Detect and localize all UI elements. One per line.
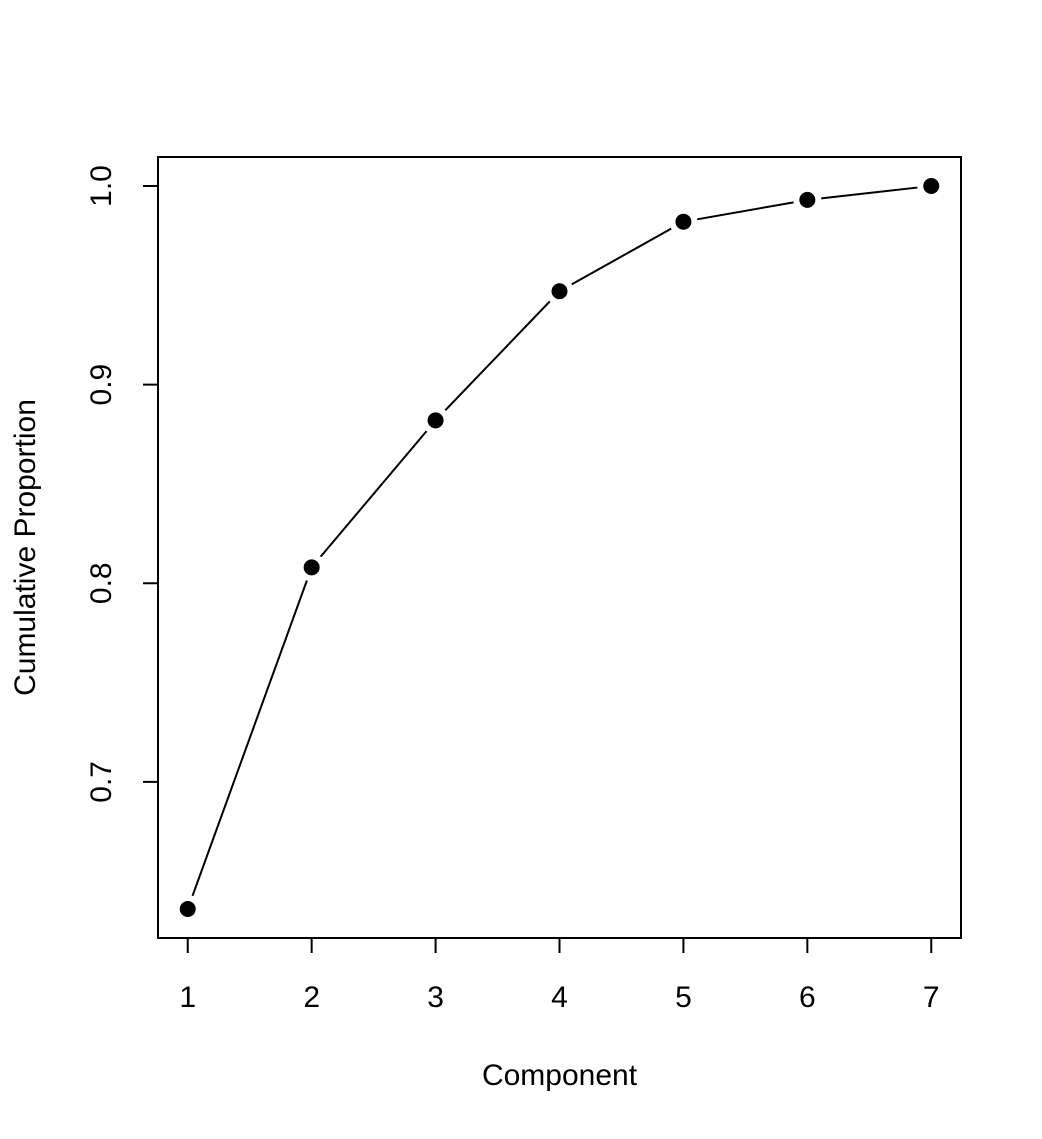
line-segment <box>821 186 918 200</box>
data-point <box>303 559 320 576</box>
x-tick-label: 6 <box>799 981 816 1014</box>
y-tick-label: 0.8 <box>85 562 118 604</box>
x-tick-label: 1 <box>179 981 196 1014</box>
x-tick-label: 2 <box>303 981 320 1014</box>
y-axis-title: Cumulative Proportion <box>9 399 42 696</box>
y-axis: 0.7 0.8 0.9 1.0 <box>85 165 159 803</box>
data-point <box>923 177 940 194</box>
data-point <box>799 191 816 208</box>
line-series <box>191 186 918 897</box>
y-tick-label: 1.0 <box>85 165 118 207</box>
x-axis: 1 2 3 4 5 6 7 <box>179 937 940 1014</box>
data-points <box>179 177 940 918</box>
data-point <box>179 901 196 918</box>
line-segment <box>571 227 672 286</box>
y-tick-label: 0.7 <box>85 761 118 803</box>
x-axis-title: Component <box>482 1059 638 1092</box>
plot-frame <box>157 156 962 939</box>
x-tick-label: 5 <box>675 981 692 1014</box>
line-segment <box>697 201 794 221</box>
line-segment <box>444 300 551 411</box>
line-segment <box>191 580 308 897</box>
data-point <box>551 283 568 300</box>
x-tick-label: 7 <box>923 981 940 1014</box>
line-segment <box>319 430 428 558</box>
x-tick-label: 3 <box>427 981 444 1014</box>
data-point <box>675 213 692 230</box>
y-tick-label: 0.9 <box>85 364 118 406</box>
data-point <box>427 412 444 429</box>
x-tick-label: 4 <box>551 981 568 1014</box>
